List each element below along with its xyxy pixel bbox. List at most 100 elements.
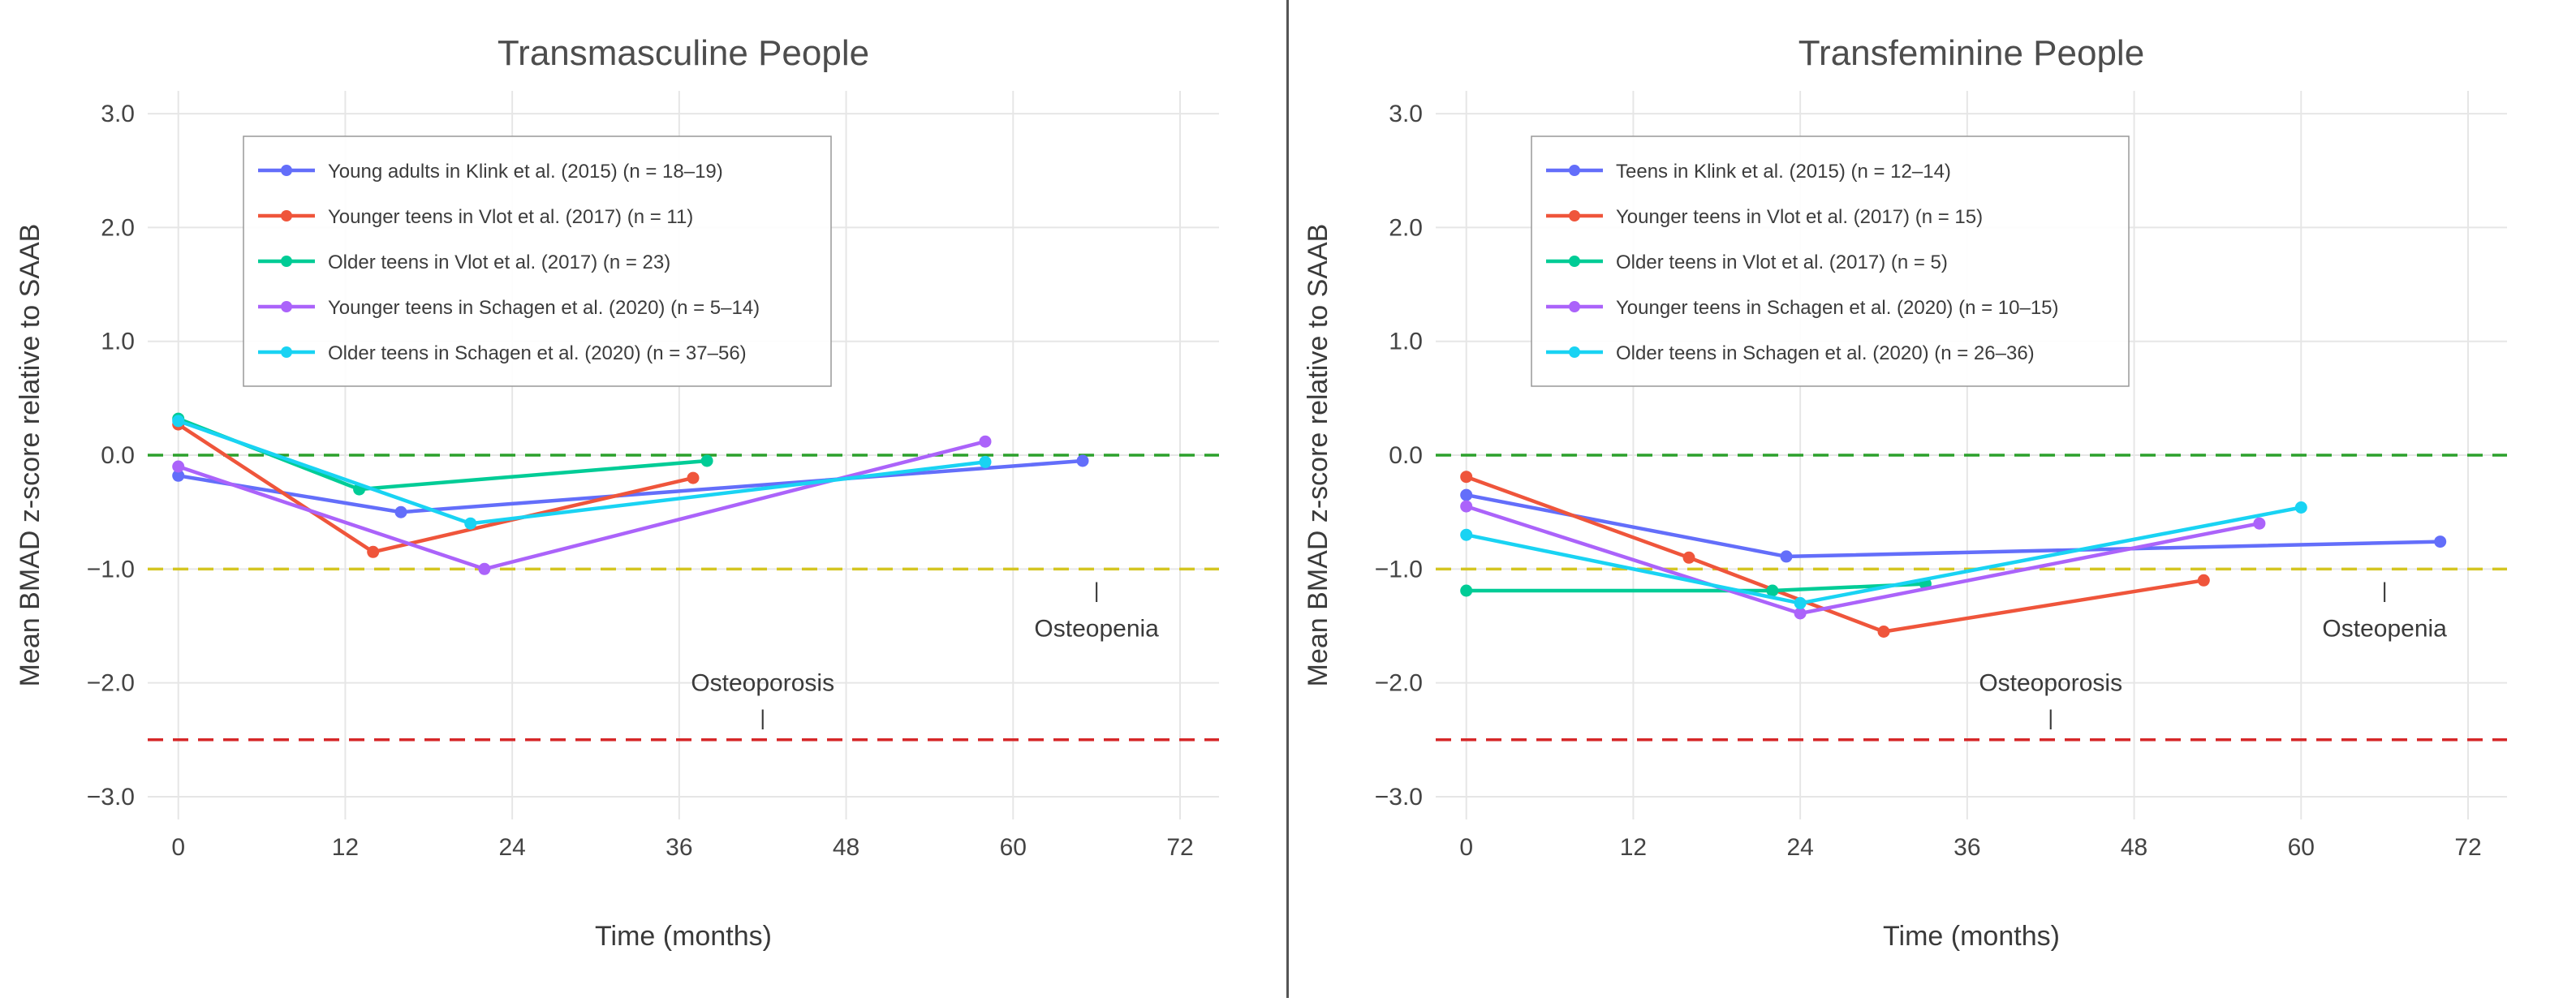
y-tick-label: −1.0 <box>1375 556 1423 583</box>
x-axis-label: Time (months) <box>1883 921 2060 952</box>
data-point-marker <box>172 469 185 482</box>
x-tick-label: 0 <box>171 834 185 861</box>
x-tick-label: 24 <box>1786 834 1813 861</box>
legend-item-label: Older teens in Schagen et al. (2020) (n … <box>1616 342 2035 364</box>
y-tick-label: 2.0 <box>101 214 135 241</box>
legend-item-label: Teens in Klink et al. (2015) (n = 12–14) <box>1616 161 1951 183</box>
data-point-marker <box>1460 471 1473 484</box>
legend-item[interactable]: Younger teens in Schagen et al. (2020) (… <box>258 297 760 319</box>
legend-item-label: Older teens in Vlot et al. (2017) (n = 2… <box>328 252 670 273</box>
x-tick-label: 72 <box>1166 834 1193 861</box>
y-tick-label: 1.0 <box>101 329 135 355</box>
data-point-marker <box>1794 607 1807 620</box>
legend-item-label: Younger teens in Vlot et al. (2017) (n =… <box>328 206 693 228</box>
transmasculine-panel: 0 12 24 36 48 60 72 3.0 2.0 1.0 0.0 −1.0 −2.0 −3.0 Ost… <box>0 0 1288 998</box>
data-point-marker <box>2197 574 2210 587</box>
legend-item[interactable]: Younger teens in Vlot et al. (2017) (n =… <box>258 206 693 228</box>
data-point-marker <box>2294 501 2307 514</box>
legend-item[interactable]: Younger teens in Vlot et al. (2017) (n =… <box>1546 206 1983 228</box>
x-tick-label: 36 <box>1954 834 1980 861</box>
data-point-marker <box>172 460 185 473</box>
chart-title: Transmasculine People <box>498 33 869 73</box>
y-tick-label: 0.0 <box>1389 442 1423 469</box>
legend-item-label: Younger teens in Schagen et al. (2020) (… <box>328 297 760 319</box>
y-tick-label: −2.0 <box>87 670 135 697</box>
data-point-marker <box>2434 535 2447 548</box>
legend-swatch-marker <box>1569 210 1580 221</box>
y-tick-label: 2.0 <box>1389 214 1423 241</box>
x-axis-label: Time (months) <box>595 921 772 952</box>
x-tick-label: 60 <box>1000 834 1027 861</box>
x-tick-label: 0 <box>1459 834 1473 861</box>
legend-item[interactable]: Older teens in Schagen et al. (2020) (n … <box>258 342 747 364</box>
x-tick-label: 12 <box>1620 834 1647 861</box>
data-point-marker <box>394 505 407 518</box>
data-point-marker <box>1794 596 1807 609</box>
y-tick-label: 1.0 <box>1389 329 1423 355</box>
legend-box <box>1531 135 2130 387</box>
legend-item[interactable]: Older teens in Schagen et al. (2020) (n … <box>1546 342 2035 364</box>
y-tick-label: 0.0 <box>101 442 135 469</box>
data-point-marker <box>478 562 491 575</box>
annotation-tick: | <box>2382 578 2388 603</box>
transmasculine-chart: 0 12 24 36 48 60 72 3.0 2.0 1.0 0.0 −1.0 −2.0 −3.0 Ost… <box>15 33 1219 952</box>
x-tick-label: 24 <box>498 834 525 861</box>
data-point-marker <box>367 545 380 558</box>
data-point-marker <box>979 455 992 468</box>
legend-item[interactable]: Younger teens in Schagen et al. (2020) (… <box>1546 297 2059 319</box>
annotation-tick: | <box>760 706 765 730</box>
data-point-marker <box>687 471 700 484</box>
legend-item-label: Young adults in Klink et al. (2015) (n =… <box>328 161 723 183</box>
legend-swatch-marker <box>281 210 292 221</box>
legend-swatch-marker <box>1569 301 1580 312</box>
x-tick-label: 48 <box>2121 834 2147 861</box>
legend-item-label: Younger teens in Vlot et al. (2017) (n =… <box>1616 206 1983 228</box>
legend-item-label: Older teens in Schagen et al. (2020) (n … <box>328 342 747 364</box>
annotation-osteoporosis: Osteoporosis <box>1979 670 2122 697</box>
x-tick-label: 12 <box>332 834 359 861</box>
data-point-marker <box>1076 454 1089 467</box>
annotation-tick: | <box>2048 706 2053 730</box>
data-point-marker <box>700 454 713 467</box>
legend-swatch-marker <box>281 301 292 312</box>
data-point-marker <box>172 415 185 428</box>
chart-title: Transfeminine People <box>1798 33 2144 73</box>
data-point-marker <box>1682 551 1695 564</box>
y-tick-label: −3.0 <box>87 784 135 811</box>
legend-swatch-marker <box>281 165 292 176</box>
data-point-marker <box>1460 528 1473 541</box>
legend-item[interactable]: Older teens in Vlot et al. (2017) (n = 2… <box>258 252 670 273</box>
legend-item-label: Younger teens in Schagen et al. (2020) (… <box>1616 297 2059 319</box>
annotation-osteopenia: Osteopenia <box>2322 615 2447 642</box>
legend-item[interactable]: Older teens in Vlot et al. (2017) (n = 5… <box>1546 252 1948 273</box>
data-point-marker <box>979 435 992 448</box>
data-point-marker <box>464 517 477 530</box>
panel-divider <box>1286 0 1289 998</box>
data-point-marker <box>1780 550 1793 563</box>
series-line <box>1464 475 2206 634</box>
legend-item[interactable]: Young adults in Klink et al. (2015) (n =… <box>258 161 723 183</box>
y-tick-label: 3.0 <box>101 101 135 127</box>
annotation-osteoporosis: Osteoporosis <box>691 670 834 697</box>
y-tick-label: −1.0 <box>87 556 135 583</box>
annotation-osteopenia: Osteopenia <box>1034 615 1159 642</box>
x-tick-label: 36 <box>666 834 692 861</box>
data-point-marker <box>1877 626 1890 638</box>
legend-item-label: Older teens in Vlot et al. (2017) (n = 5… <box>1616 252 1948 273</box>
transfeminine-chart: 0 12 24 36 48 60 72 3.0 2.0 1.0 0.0 −1.0 −2.0 −3.0 Ost… <box>1303 33 2507 952</box>
y-tick-label: −2.0 <box>1375 670 1423 697</box>
y-axis-label: Mean BMAD z-score relative to SAAB <box>15 224 45 687</box>
y-tick-label: 3.0 <box>1389 101 1423 127</box>
series-line <box>1464 582 1928 593</box>
data-point-marker <box>1460 488 1473 501</box>
y-axis-label: Mean BMAD z-score relative to SAAB <box>1303 224 1333 687</box>
legend-item[interactable]: Teens in Klink et al. (2015) (n = 12–14) <box>1546 161 1951 183</box>
y-tick-label: −3.0 <box>1375 784 1423 811</box>
data-point-marker <box>1460 584 1473 597</box>
x-tick-label: 60 <box>2288 834 2315 861</box>
legend-swatch-marker <box>281 256 292 267</box>
annotation-tick: | <box>1094 578 1100 603</box>
x-tick-label: 48 <box>833 834 859 861</box>
legend-swatch-marker <box>281 346 292 358</box>
